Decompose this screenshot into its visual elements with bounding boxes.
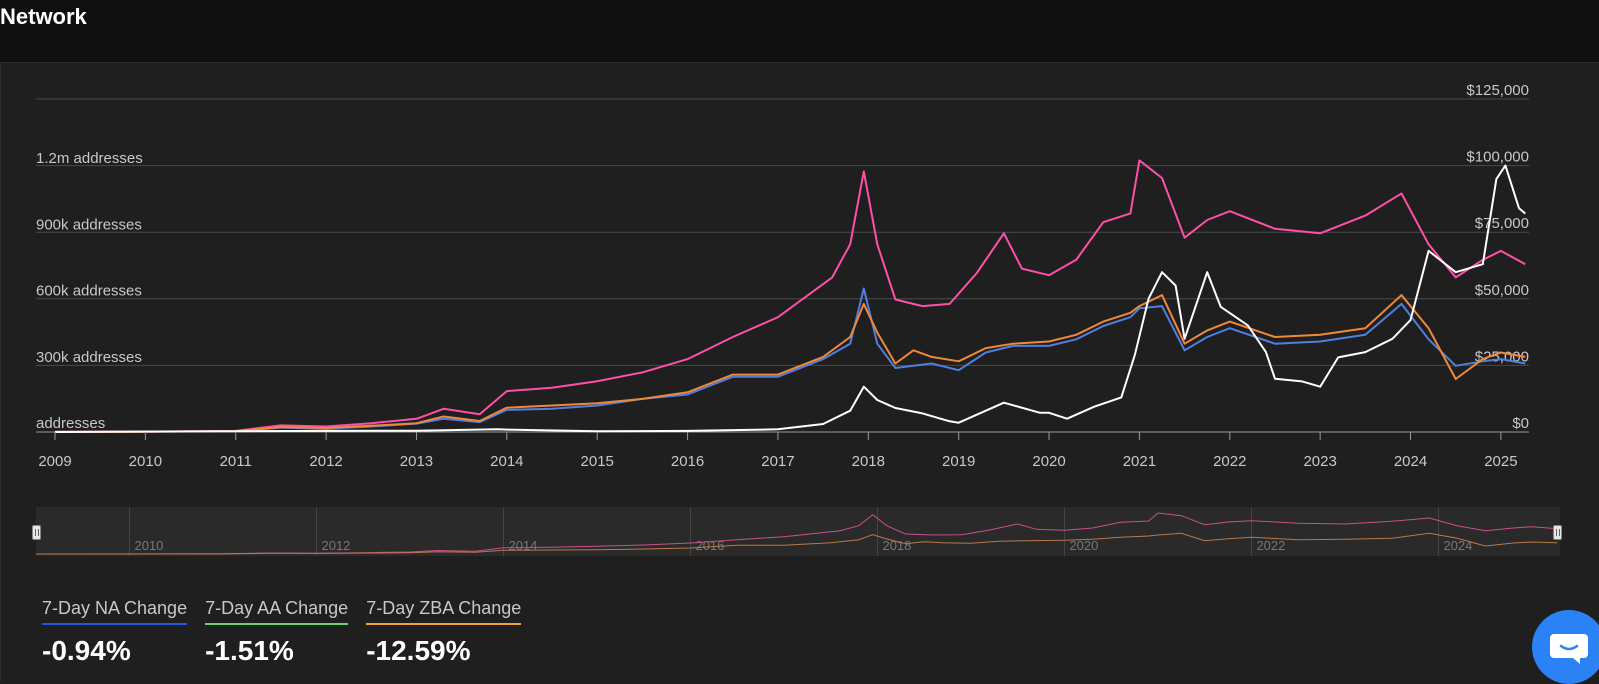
right-axis-label: $125,000 (1466, 82, 1529, 99)
x-axis-label: 2023 (1303, 453, 1336, 470)
right-axis-label: $75,000 (1475, 215, 1529, 232)
series-line-na (54, 287, 1526, 433)
x-axis-label: 2014 (490, 453, 523, 470)
left-axis-labels: addresses 300k addresses 600k addresses 900… (36, 150, 143, 432)
x-axis-label: 2016 (671, 453, 704, 470)
stat-zba-value: -12.59% (366, 635, 471, 666)
x-axis-labels: 2009 2010 2011 2012 2013 2014 2015 2016 2017 2018… (38, 432, 1518, 470)
x-axis-label: 2013 (400, 453, 433, 470)
navigator-label: 2012 (321, 538, 350, 553)
left-axis-label: 600k addresses (36, 283, 142, 300)
right-axis-label: $0 (1512, 415, 1529, 432)
right-axis-label: $100,000 (1466, 149, 1529, 166)
x-axis-label: 2015 (581, 453, 614, 470)
stat-aa: 7-Day AA Change -1.51% (205, 598, 349, 667)
chat-button[interactable] (1532, 610, 1599, 684)
stat-na: 7-Day NA Change -0.94% (42, 598, 188, 667)
left-axis-label: 300k addresses (36, 349, 142, 366)
page-title: Network (0, 4, 87, 29)
stat-na-label: 7-Day NA Change (42, 598, 188, 625)
stat-na-value: -0.94% (42, 635, 131, 666)
x-axis-label: 2018 (852, 453, 885, 470)
series-line-zba (54, 294, 1526, 433)
x-axis-label: 2009 (38, 453, 71, 470)
top-bar: Network (0, 0, 1599, 63)
navigator-right-handle[interactable] (1553, 525, 1562, 540)
stat-aa-value: -1.51% (205, 635, 294, 666)
x-axis-label: 2020 (1032, 453, 1065, 470)
x-axis-label: 2022 (1213, 453, 1246, 470)
navigator-label: 2018 (882, 538, 911, 553)
stat-zba-label: 7-Day ZBA Change (366, 598, 522, 625)
range-navigator[interactable]: 2010 2012 2014 2016 2018 2020 2022 2024 (32, 507, 1562, 556)
navigator-label: 2014 (508, 538, 537, 553)
navigator-label: 2010 (134, 538, 163, 553)
navigator-label: 2020 (1069, 538, 1098, 553)
x-axis-label: 2019 (942, 453, 975, 470)
navigator-label: 2016 (695, 538, 724, 553)
navigator-chart: 2010 2012 2014 2016 2018 2020 2022 2024 (35, 507, 1558, 556)
series-layer (54, 159, 1526, 433)
x-axis-label: 2017 (761, 453, 794, 470)
left-axis-label: 900k addresses (36, 216, 142, 233)
x-axis-label: 2021 (1123, 453, 1156, 470)
navigator-line-zba (36, 532, 1558, 555)
stat-zba: 7-Day ZBA Change -12.59% (366, 598, 522, 667)
series-line-price (54, 164, 1526, 433)
right-axis-label: $50,000 (1475, 282, 1529, 299)
navigator-label: 2024 (1443, 538, 1472, 553)
left-axis-label: addresses (36, 415, 105, 432)
stat-aa-label: 7-Day AA Change (205, 598, 349, 625)
x-axis-label: 2025 (1484, 453, 1517, 470)
x-axis-label: 2024 (1394, 453, 1427, 470)
x-axis-label: 2010 (129, 453, 162, 470)
navigator-line-aa (35, 512, 1558, 555)
left-axis-label: 1.2m addresses (36, 150, 143, 167)
chart-panel (0, 63, 1599, 682)
navigator-left-handle[interactable] (32, 525, 41, 540)
navigator-label: 2022 (1256, 538, 1285, 553)
x-axis-label: 2011 (220, 453, 252, 470)
right-axis-labels: $0$25,000$50,000$75,000$100,000$125,000 (1466, 82, 1529, 432)
series-line-aa (54, 159, 1526, 433)
chat-bubble-icon (1550, 634, 1588, 664)
change-stats: 7-Day NA Change -0.94% 7-Day AA Change -… (42, 598, 522, 667)
x-axis-label: 2012 (309, 453, 342, 470)
